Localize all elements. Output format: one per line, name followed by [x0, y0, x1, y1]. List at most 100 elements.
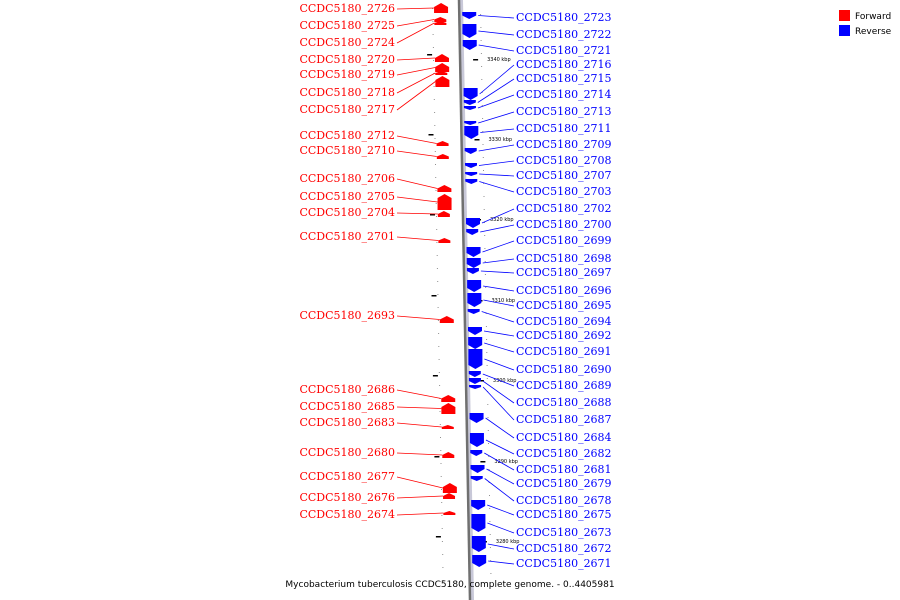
forward-gene-label[interactable]: CCDC5180_2725: [299, 19, 395, 32]
forward-gene-label[interactable]: CCDC5180_2676: [299, 491, 395, 504]
forward-gene[interactable]: CCDC5180_2683: [299, 416, 454, 429]
forward-gene[interactable]: CCDC5180_2720: [299, 53, 449, 66]
forward-gene-label[interactable]: CCDC5180_2726: [299, 2, 395, 15]
reverse-gene-label[interactable]: CCDC5180_2689: [516, 379, 612, 392]
reverse-gene-label[interactable]: CCDC5180_2713: [516, 105, 612, 118]
reverse-gene-label[interactable]: CCDC5180_2698: [516, 252, 612, 265]
reverse-gene[interactable]: CCDC5180_2671: [472, 555, 612, 570]
forward-gene[interactable]: CCDC5180_2706: [299, 172, 452, 192]
forward-gene[interactable]: CCDC5180_2718: [299, 71, 448, 99]
reverse-gene-label[interactable]: CCDC5180_2695: [516, 299, 612, 312]
reverse-gene-label[interactable]: CCDC5180_2672: [516, 542, 612, 555]
forward-gene[interactable]: CCDC5180_2717: [299, 76, 450, 116]
reverse-gene[interactable]: CCDC5180_2722: [462, 24, 612, 41]
reverse-gene[interactable]: CCDC5180_2691: [468, 337, 612, 358]
forward-gene[interactable]: CCDC5180_2725: [299, 17, 447, 32]
forward-gene-label[interactable]: CCDC5180_2705: [299, 190, 395, 203]
forward-gene[interactable]: CCDC5180_2693: [299, 309, 454, 323]
forward-gene[interactable]: CCDC5180_2704: [299, 206, 450, 219]
reverse-gene[interactable]: CCDC5180_2698: [466, 252, 612, 268]
reverse-gene-label[interactable]: CCDC5180_2673: [516, 526, 612, 539]
reverse-gene[interactable]: CCDC5180_2681: [470, 450, 612, 476]
reverse-gene-label[interactable]: CCDC5180_2671: [516, 557, 612, 570]
reverse-gene-label[interactable]: CCDC5180_2711: [516, 122, 612, 135]
reverse-gene[interactable]: CCDC5180_2708: [464, 154, 612, 168]
reverse-gene[interactable]: CCDC5180_2700: [466, 218, 612, 235]
reverse-gene[interactable]: CCDC5180_2703: [465, 179, 612, 198]
reverse-gene-label[interactable]: CCDC5180_2699: [516, 234, 612, 247]
forward-gene-label[interactable]: CCDC5180_2677: [299, 470, 395, 483]
reverse-gene[interactable]: CCDC5180_2713: [464, 105, 612, 125]
forward-gene-label[interactable]: CCDC5180_2683: [299, 416, 395, 429]
forward-gene[interactable]: CCDC5180_2710: [299, 144, 449, 159]
reverse-gene-label[interactable]: CCDC5180_2721: [516, 44, 612, 57]
reverse-gene-label[interactable]: CCDC5180_2709: [516, 138, 612, 151]
forward-gene-label[interactable]: CCDC5180_2686: [299, 383, 395, 396]
reverse-gene[interactable]: CCDC5180_2721: [462, 40, 612, 57]
reverse-gene[interactable]: CCDC5180_2709: [464, 138, 612, 154]
forward-gene[interactable]: CCDC5180_2719: [299, 63, 450, 81]
reverse-gene[interactable]: CCDC5180_2702: [465, 202, 612, 228]
forward-gene-label[interactable]: CCDC5180_2706: [299, 172, 395, 185]
reverse-gene-label[interactable]: CCDC5180_2687: [516, 413, 612, 426]
reverse-gene-label[interactable]: CCDC5180_2697: [516, 266, 612, 279]
reverse-gene-label[interactable]: CCDC5180_2702: [516, 202, 612, 215]
reverse-gene-label[interactable]: CCDC5180_2694: [516, 315, 612, 328]
reverse-gene[interactable]: CCDC5180_2690: [468, 349, 612, 376]
forward-gene-label[interactable]: CCDC5180_2710: [299, 144, 395, 157]
reverse-gene-label[interactable]: CCDC5180_2700: [516, 218, 612, 231]
reverse-gene[interactable]: CCDC5180_2692: [467, 327, 612, 342]
reverse-gene-label[interactable]: CCDC5180_2682: [516, 447, 612, 460]
forward-gene-label[interactable]: CCDC5180_2720: [299, 53, 395, 66]
forward-gene[interactable]: CCDC5180_2705: [299, 190, 452, 210]
reverse-gene[interactable]: CCDC5180_2695: [467, 293, 612, 312]
forward-gene[interactable]: CCDC5180_2674: [299, 508, 456, 521]
reverse-gene[interactable]: CCDC5180_2715: [463, 72, 612, 105]
reverse-gene[interactable]: CCDC5180_2689: [468, 371, 612, 392]
forward-gene-label[interactable]: CCDC5180_2704: [299, 206, 395, 219]
reverse-gene-label[interactable]: CCDC5180_2691: [516, 345, 612, 358]
reverse-gene[interactable]: CCDC5180_2682: [469, 433, 612, 460]
reverse-gene-label[interactable]: CCDC5180_2684: [516, 431, 612, 444]
forward-gene-label[interactable]: CCDC5180_2680: [299, 446, 395, 459]
forward-gene-label[interactable]: CCDC5180_2717: [299, 103, 395, 116]
reverse-gene-label[interactable]: CCDC5180_2703: [516, 185, 612, 198]
forward-gene[interactable]: CCDC5180_2676: [299, 491, 456, 504]
reverse-gene-label[interactable]: CCDC5180_2722: [516, 28, 612, 41]
reverse-gene[interactable]: CCDC5180_2707: [465, 169, 612, 182]
reverse-gene-label[interactable]: CCDC5180_2688: [516, 396, 612, 409]
forward-gene-label[interactable]: CCDC5180_2718: [299, 86, 395, 99]
reverse-gene-label[interactable]: CCDC5180_2708: [516, 154, 612, 167]
forward-gene[interactable]: CCDC5180_2677: [299, 470, 457, 493]
forward-gene-label[interactable]: CCDC5180_2693: [299, 309, 395, 322]
reverse-gene-label[interactable]: CCDC5180_2690: [516, 363, 612, 376]
reverse-gene-label[interactable]: CCDC5180_2675: [516, 508, 612, 521]
forward-gene[interactable]: CCDC5180_2680: [299, 446, 455, 459]
reverse-gene-label[interactable]: CCDC5180_2696: [516, 284, 612, 297]
forward-gene[interactable]: CCDC5180_2724: [299, 21, 447, 49]
forward-gene-label[interactable]: CCDC5180_2724: [299, 36, 395, 49]
forward-gene-label[interactable]: CCDC5180_2701: [299, 230, 395, 243]
forward-gene-label[interactable]: CCDC5180_2719: [299, 68, 395, 81]
reverse-gene[interactable]: CCDC5180_2696: [467, 280, 612, 297]
reverse-gene-label[interactable]: CCDC5180_2714: [516, 88, 612, 101]
reverse-gene-label[interactable]: CCDC5180_2707: [516, 169, 612, 182]
reverse-gene[interactable]: CCDC5180_2679: [470, 465, 612, 490]
reverse-gene[interactable]: CCDC5180_2688: [468, 378, 612, 409]
forward-gene-label[interactable]: CCDC5180_2685: [299, 400, 395, 413]
reverse-gene[interactable]: CCDC5180_2673: [471, 514, 612, 539]
reverse-gene-label[interactable]: CCDC5180_2679: [516, 477, 612, 490]
forward-gene[interactable]: CCDC5180_2686: [299, 383, 456, 402]
reverse-gene[interactable]: CCDC5180_2711: [464, 122, 612, 139]
reverse-gene[interactable]: CCDC5180_2678: [470, 476, 612, 507]
reverse-gene[interactable]: CCDC5180_2714: [463, 88, 612, 110]
reverse-gene[interactable]: CCDC5180_2687: [469, 385, 612, 426]
reverse-gene-label[interactable]: CCDC5180_2723: [516, 11, 612, 24]
reverse-gene[interactable]: CCDC5180_2672: [471, 536, 612, 555]
reverse-gene-label[interactable]: CCDC5180_2692: [516, 329, 612, 342]
forward-gene[interactable]: CCDC5180_2701: [299, 230, 451, 243]
reverse-gene[interactable]: CCDC5180_2723: [462, 11, 612, 24]
reverse-gene-label[interactable]: CCDC5180_2715: [516, 72, 612, 85]
reverse-gene[interactable]: CCDC5180_2675: [471, 500, 612, 521]
reverse-gene-label[interactable]: CCDC5180_2681: [516, 463, 612, 476]
